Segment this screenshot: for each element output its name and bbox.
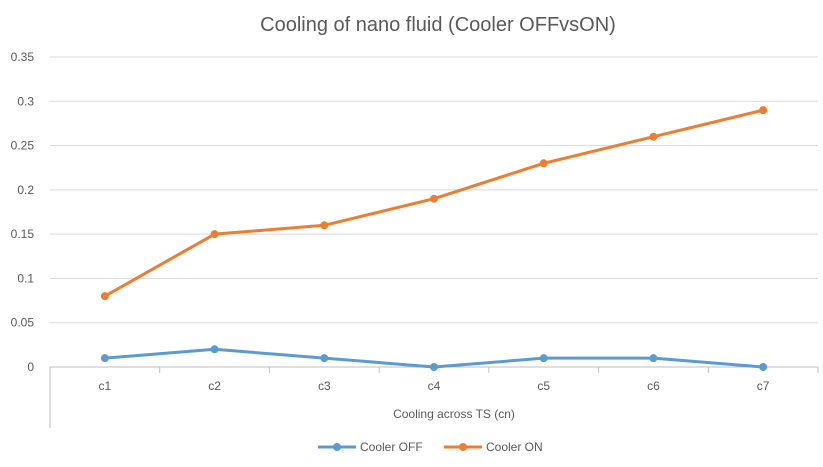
legend-swatch-marker — [333, 443, 341, 451]
x-tick-label: c4 — [428, 379, 441, 393]
y-tick-label: 0.3 — [17, 94, 34, 108]
legend: Cooler OFF Cooler ON — [318, 440, 543, 454]
x-axis-title: Cooling across TS (cn) — [393, 407, 515, 421]
x-tick-label: c3 — [318, 379, 331, 393]
data-point — [759, 106, 768, 115]
series-cooler-off — [100, 345, 768, 371]
x-tick-label: c6 — [647, 379, 660, 393]
legend-label: Cooler OFF — [360, 440, 423, 454]
data-point — [210, 230, 219, 239]
y-axis-ticks: 0 0.05 0.1 0.15 0.2 0.25 0.3 0.35 — [11, 50, 35, 374]
data-point — [539, 159, 548, 168]
data-point — [430, 194, 438, 203]
series — [100, 106, 768, 371]
data-point — [100, 354, 109, 363]
y-tick-label: 0 — [27, 360, 34, 374]
x-tick-label: c1 — [99, 379, 112, 393]
legend-item: Cooler OFF — [318, 440, 423, 454]
data-point — [210, 345, 219, 354]
data-point — [320, 354, 329, 363]
gridlines — [50, 56, 818, 324]
x-tick-label: c5 — [537, 379, 550, 393]
data-point — [649, 132, 658, 141]
data-point — [430, 363, 438, 371]
series-cooler-on — [100, 106, 768, 301]
x-tick-label: c2 — [208, 379, 221, 393]
x-tick-label: c7 — [757, 379, 770, 393]
data-point — [759, 363, 768, 371]
legend-item: Cooler ON — [444, 440, 543, 454]
data-point — [539, 354, 548, 363]
data-point — [320, 221, 329, 230]
y-tick-label: 0.25 — [11, 139, 35, 153]
y-tick-label: 0.1 — [17, 271, 34, 285]
legend-swatch-marker — [459, 443, 467, 451]
y-tick-label: 0.05 — [11, 316, 35, 330]
y-tick-label: 0.35 — [11, 50, 35, 64]
x-axis-ticks: c1 c2 c3 c4 c5 c6 c7 — [99, 379, 770, 393]
y-tick-label: 0.15 — [11, 227, 35, 241]
data-point — [100, 292, 109, 301]
legend-label: Cooler ON — [486, 440, 543, 454]
y-tick-label: 0.2 — [17, 183, 34, 197]
series-line — [104, 108, 764, 298]
data-point — [649, 354, 658, 363]
chart-title: Cooling of nano fluid (Cooler OFFvsON) — [260, 14, 616, 36]
